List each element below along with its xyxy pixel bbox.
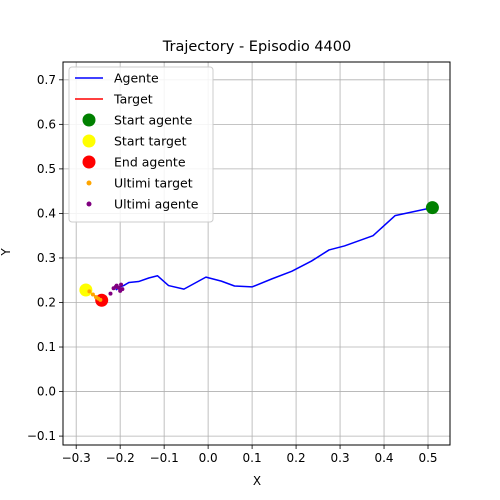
x-tick-label: 0.3 — [331, 451, 350, 465]
point-ultimi-agente — [116, 285, 121, 290]
chart-title: Trajectory - Episodio 4400 — [162, 39, 351, 55]
y-tick-label: 0.3 — [37, 251, 56, 265]
x-tick-label: 0.5 — [418, 451, 437, 465]
point-ultimi-target — [87, 289, 92, 294]
legend-label-ultimi-agente: Ultimi agente — [114, 197, 199, 212]
y-tick-label: 0.7 — [37, 73, 56, 87]
x-tick-label: −0.3 — [62, 451, 91, 465]
legend-label-target: Target — [113, 92, 153, 107]
point-ultimi-agente — [113, 284, 118, 289]
axis-ticks: −0.3 −0.2 −0.1 0.0 0.1 0.2 0.3 0.4 0.5 −0.1 0.0 0.1… — [27, 73, 438, 465]
y-tick-label: 0.6 — [37, 117, 56, 131]
series-layer — [79, 201, 439, 307]
point-ultimi-agente — [118, 288, 123, 293]
y-tick-label: 0.5 — [37, 162, 56, 176]
y-axis-label: Y — [0, 248, 13, 257]
legend-swatch-ultimi-agente — [86, 201, 92, 207]
point-ultimi-agente — [119, 282, 124, 287]
legend-swatch-end-agente — [82, 155, 96, 169]
x-tick-label: 0.4 — [374, 451, 393, 465]
y-tick-label: 0.0 — [37, 385, 56, 399]
series-line-agente — [115, 206, 433, 291]
legend-swatch-start-target — [82, 134, 96, 148]
point-ultimi-agente — [108, 291, 113, 296]
plot-frame — [62, 61, 451, 446]
legend-swatch-start-agente — [82, 113, 96, 127]
legend-label-start-agente: Start agente — [114, 113, 193, 128]
y-tick-label: −0.1 — [27, 429, 56, 443]
x-tick-label: 0.1 — [243, 451, 262, 465]
x-tick-label: −0.2 — [106, 451, 135, 465]
legend-label-start-target: Start target — [114, 134, 187, 149]
x-tick-label: 0.2 — [287, 451, 306, 465]
x-tick-label: −0.1 — [150, 451, 179, 465]
legend-box — [68, 66, 214, 223]
legend-swatch-ultimi-target — [86, 180, 92, 186]
legend: Agente Target Start agente Start target End … — [68, 66, 214, 223]
marker-start-agente — [425, 201, 439, 215]
point-ultimi-target — [90, 292, 95, 297]
point-ultimi-target — [98, 297, 103, 302]
y-tick-label: 0.4 — [37, 206, 56, 220]
y-tick-label: 0.1 — [37, 340, 56, 354]
y-tick-label: 0.2 — [37, 295, 56, 309]
x-axis-label: X — [253, 474, 261, 488]
legend-label-end-agente: End agente — [114, 155, 186, 170]
x-tick-label: 0.0 — [199, 451, 218, 465]
legend-label-agente: Agente — [114, 71, 159, 86]
legend-label-ultimi-target: Ultimi target — [114, 176, 193, 191]
